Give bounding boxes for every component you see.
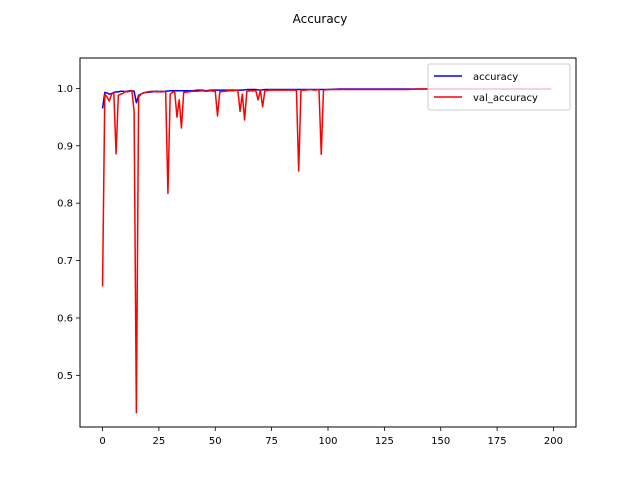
- x-tick-label: 175: [488, 436, 507, 447]
- y-tick-label: 0.9: [57, 141, 73, 152]
- legend-label-accuracy: accuracy: [473, 72, 518, 83]
- y-tick-label: 0.8: [57, 199, 73, 210]
- y-tick-label: 0.7: [57, 256, 73, 267]
- x-tick-label: 50: [209, 436, 222, 447]
- y-axis: 0.5 0.6 0.7 0.8 0.9 1.0: [57, 84, 80, 382]
- y-tick-label: 0.6: [57, 313, 73, 324]
- y-tick-label: 0.5: [57, 371, 73, 382]
- x-tick-label: 100: [318, 436, 337, 447]
- x-axis: 0 25 50 75 100 125 150 175 200: [99, 427, 563, 447]
- x-tick-label: 150: [431, 436, 450, 447]
- legend-box: [427, 63, 571, 111]
- plot-frame: [79, 57, 577, 428]
- x-tick-label: 125: [375, 436, 394, 447]
- x-tick-label: 75: [265, 436, 278, 447]
- legend: accuracy val_accuracy: [427, 63, 571, 111]
- x-tick-label: 0: [99, 436, 105, 447]
- legend-label-val-accuracy: val_accuracy: [473, 93, 538, 104]
- plot-lines: [101, 88, 552, 414]
- y-tick-label: 1.0: [57, 84, 73, 95]
- x-tick-label: 200: [544, 436, 563, 447]
- x-tick-label: 25: [153, 436, 166, 447]
- chart-title: Accuracy: [293, 12, 348, 26]
- series-line-val-accuracy: [101, 88, 552, 414]
